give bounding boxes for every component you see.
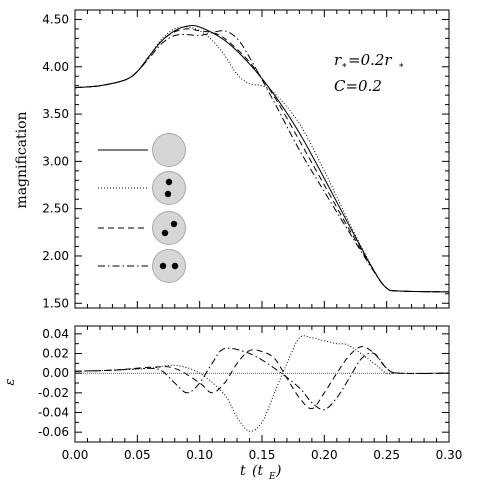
x-tick-label: 0.10 <box>186 448 213 462</box>
y-axis-label-epsilon: ε <box>3 378 18 385</box>
parameter-annotation: r * =0.2r * C=0.2 <box>334 51 404 95</box>
top-y-tick-label: 1.50 <box>42 296 69 310</box>
bottom-series-group <box>74 335 450 432</box>
x-axis-label-close: ) <box>275 463 281 479</box>
bottom-plot-frame <box>74 325 450 443</box>
x-tick-label: 0.00 <box>62 448 89 462</box>
top-axis-ticks: 1.50 2.00 2.50 3.00 3.50 4.00 4.50 <box>42 9 450 310</box>
top-y-tick-label: 2.00 <box>42 249 69 263</box>
top-y-tick-label: 3.50 <box>42 107 69 121</box>
top-series-group <box>74 24 450 293</box>
x-axis-label: t (t E ) <box>240 463 281 482</box>
legend-star-spot <box>161 229 169 237</box>
x-tick-label: 0.25 <box>373 448 400 462</box>
annotation-c-value: C=0.2 <box>334 77 382 95</box>
legend-star-spot <box>170 220 178 228</box>
top-y-tick-label: 3.00 <box>42 154 69 168</box>
bottom-series-dotted <box>74 335 449 432</box>
bottom-y-tick-label: -0.04 <box>38 406 69 420</box>
top-series-dashed <box>74 28 450 293</box>
top-plot-frame <box>74 9 450 309</box>
x-tick-label: 0.15 <box>249 448 276 462</box>
y-axis-label-magnification: magnification <box>14 111 30 208</box>
annotation-subscript-1: * <box>342 63 347 73</box>
bottom-y-tick-label: -0.06 <box>38 425 69 439</box>
legend-star-disk <box>152 171 186 205</box>
bottom-y-tick-label: -0.02 <box>38 386 69 400</box>
top-series-dotted <box>74 26 450 293</box>
bottom-y-tick-label: 0.00 <box>42 366 69 380</box>
legend-star-disk <box>152 133 186 167</box>
bottom-y-tick-label: 0.02 <box>42 347 69 361</box>
top-y-tick-label: 2.50 <box>42 202 69 216</box>
x-tick-label: 0.30 <box>436 448 463 462</box>
legend-star-spot <box>171 262 179 270</box>
bottom-series-dash-dot <box>74 347 450 411</box>
legend <box>98 133 186 283</box>
annotation-equation: =0.2r <box>348 51 392 69</box>
x-tick-label: 0.20 <box>311 448 338 462</box>
legend-star-spot <box>164 190 172 198</box>
annotation-r-symbol: r <box>334 51 342 69</box>
top-series-dash-dot <box>74 30 450 293</box>
top-series-solid <box>74 24 450 293</box>
x-axis-label-open: (t <box>252 463 263 479</box>
legend-star-disk <box>152 211 186 245</box>
top-y-tick-label: 4.50 <box>42 12 69 26</box>
bottom-axis-ticks: 0.00 0.05 0.10 0.15 0.20 0.25 0.30 -0.06 -0.04 -0… <box>38 326 462 462</box>
bottom-y-tick-label: 0.04 <box>42 327 69 341</box>
x-tick-label: 0.05 <box>124 448 151 462</box>
bottom-series-dashed <box>74 346 450 410</box>
x-axis-label-t: t <box>240 463 246 479</box>
legend-star-spot <box>159 262 167 270</box>
legend-star-spot <box>165 178 173 186</box>
annotation-subscript-2: * <box>399 63 404 73</box>
legend-star-disk <box>152 249 186 283</box>
x-axis-label-subscript: E <box>268 472 276 482</box>
top-y-tick-label: 4.00 <box>42 60 69 74</box>
